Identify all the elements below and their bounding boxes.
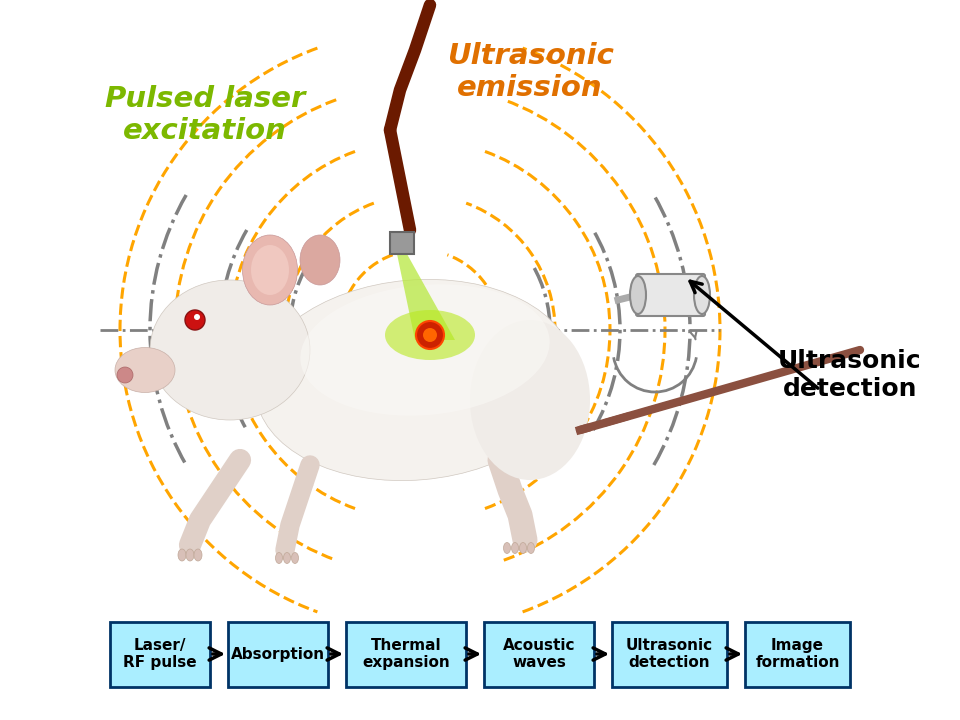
Ellipse shape xyxy=(470,320,590,480)
FancyBboxPatch shape xyxy=(390,232,414,254)
FancyBboxPatch shape xyxy=(636,274,705,316)
Ellipse shape xyxy=(243,235,298,305)
Ellipse shape xyxy=(194,549,202,561)
Ellipse shape xyxy=(300,284,550,415)
Ellipse shape xyxy=(115,348,175,392)
Text: Laser/
RF pulse: Laser/ RF pulse xyxy=(123,638,197,670)
Text: Absorption: Absorption xyxy=(231,647,325,662)
Circle shape xyxy=(416,321,444,349)
Text: Image
formation: Image formation xyxy=(756,638,840,670)
Circle shape xyxy=(423,328,437,342)
Ellipse shape xyxy=(251,245,289,295)
Circle shape xyxy=(194,314,200,320)
FancyBboxPatch shape xyxy=(484,622,594,687)
FancyBboxPatch shape xyxy=(346,622,466,687)
Text: Acoustic
waves: Acoustic waves xyxy=(503,638,575,670)
Ellipse shape xyxy=(186,549,194,561)
FancyBboxPatch shape xyxy=(228,622,328,687)
Ellipse shape xyxy=(694,276,710,314)
Ellipse shape xyxy=(178,549,186,561)
Ellipse shape xyxy=(292,552,299,564)
Circle shape xyxy=(185,310,205,330)
Ellipse shape xyxy=(255,279,575,480)
Text: Ultrasonic
detection: Ultrasonic detection xyxy=(779,349,922,401)
Ellipse shape xyxy=(519,542,526,554)
FancyBboxPatch shape xyxy=(110,622,210,687)
Text: Ultrasonic
emission: Ultrasonic emission xyxy=(446,42,613,102)
Circle shape xyxy=(117,367,133,383)
Ellipse shape xyxy=(300,235,340,285)
Text: Thermal
expansion: Thermal expansion xyxy=(362,638,450,670)
Ellipse shape xyxy=(512,542,518,554)
FancyBboxPatch shape xyxy=(612,622,727,687)
Polygon shape xyxy=(397,254,455,340)
Ellipse shape xyxy=(283,552,291,564)
Text: Ultrasonic
detection: Ultrasonic detection xyxy=(626,638,713,670)
Ellipse shape xyxy=(385,310,475,360)
Ellipse shape xyxy=(276,552,282,564)
Ellipse shape xyxy=(630,276,646,314)
Text: Pulsed laser
excitation: Pulsed laser excitation xyxy=(105,85,305,145)
Ellipse shape xyxy=(150,280,310,420)
Ellipse shape xyxy=(527,542,535,554)
Ellipse shape xyxy=(503,542,511,554)
FancyBboxPatch shape xyxy=(745,622,850,687)
